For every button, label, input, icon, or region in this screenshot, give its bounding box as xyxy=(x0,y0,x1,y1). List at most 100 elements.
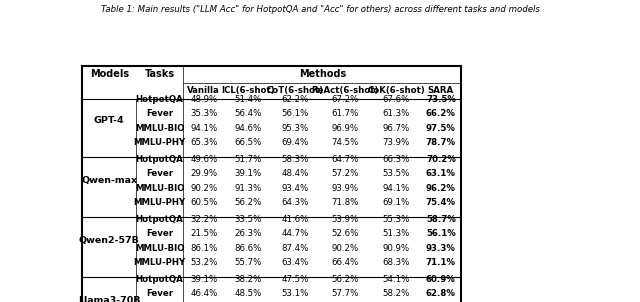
Text: 78.7%: 78.7% xyxy=(426,138,456,147)
Text: 94.1%: 94.1% xyxy=(383,184,410,193)
Text: 48.5%: 48.5% xyxy=(234,289,262,298)
Text: MMLU-PHY: MMLU-PHY xyxy=(134,258,186,267)
Text: 93.4%: 93.4% xyxy=(282,184,309,193)
Text: 94.6%: 94.6% xyxy=(234,124,262,133)
Text: 96.7%: 96.7% xyxy=(383,124,410,133)
Text: 58.7%: 58.7% xyxy=(426,215,456,224)
Text: 56.4%: 56.4% xyxy=(234,109,262,118)
Text: 53.9%: 53.9% xyxy=(332,215,359,224)
Text: 57.2%: 57.2% xyxy=(332,169,359,178)
Text: 53.2%: 53.2% xyxy=(190,258,218,267)
Text: Fever: Fever xyxy=(146,169,173,178)
Text: 39.1%: 39.1% xyxy=(234,169,262,178)
Text: 62.8%: 62.8% xyxy=(426,289,456,298)
Text: SARA: SARA xyxy=(428,86,454,95)
Text: HotpotQA: HotpotQA xyxy=(136,155,184,164)
Text: 97.5%: 97.5% xyxy=(426,124,456,133)
Text: 49.6%: 49.6% xyxy=(190,155,218,164)
Text: 67.2%: 67.2% xyxy=(332,95,359,104)
Text: 63.1%: 63.1% xyxy=(426,169,456,178)
Text: 65.3%: 65.3% xyxy=(190,138,218,147)
Text: GPT-4: GPT-4 xyxy=(94,116,125,125)
Text: 90.9%: 90.9% xyxy=(383,244,410,252)
Text: 56.1%: 56.1% xyxy=(282,109,309,118)
Text: 64.7%: 64.7% xyxy=(332,155,359,164)
Text: 95.3%: 95.3% xyxy=(282,124,309,133)
Text: ReAct(6-shot): ReAct(6-shot) xyxy=(312,86,379,95)
Text: Models: Models xyxy=(90,69,129,79)
Text: 51.3%: 51.3% xyxy=(383,229,410,238)
Text: 56.2%: 56.2% xyxy=(234,198,262,207)
Text: 69.4%: 69.4% xyxy=(282,138,309,147)
Text: 68.3%: 68.3% xyxy=(383,258,410,267)
Text: 66.4%: 66.4% xyxy=(332,258,359,267)
Text: 67.6%: 67.6% xyxy=(383,95,410,104)
Text: 21.5%: 21.5% xyxy=(190,229,218,238)
Text: 41.6%: 41.6% xyxy=(282,215,309,224)
Text: 66.2%: 66.2% xyxy=(426,109,456,118)
Text: 96.9%: 96.9% xyxy=(332,124,359,133)
Text: Fever: Fever xyxy=(146,109,173,118)
Text: 61.7%: 61.7% xyxy=(332,109,359,118)
Text: 64.3%: 64.3% xyxy=(282,198,309,207)
Text: 57.7%: 57.7% xyxy=(332,289,359,298)
Text: Table 1: Main results ("LLM Acc" for HotpotQA and "Acc" for others) across diffe: Table 1: Main results ("LLM Acc" for Hot… xyxy=(100,5,540,14)
Text: Qwen2-57B: Qwen2-57B xyxy=(79,236,140,246)
Text: 46.4%: 46.4% xyxy=(190,289,218,298)
Text: 32.2%: 32.2% xyxy=(190,215,218,224)
Text: 62.2%: 62.2% xyxy=(282,95,309,104)
Text: 55.7%: 55.7% xyxy=(234,258,262,267)
Text: 73.5%: 73.5% xyxy=(426,95,456,104)
Text: 66.5%: 66.5% xyxy=(234,138,262,147)
Text: 91.3%: 91.3% xyxy=(234,184,262,193)
Text: 70.2%: 70.2% xyxy=(426,155,456,164)
Text: ICL(6-shot): ICL(6-shot) xyxy=(221,86,275,95)
Text: 48.4%: 48.4% xyxy=(282,169,309,178)
Text: MMLU-PHY: MMLU-PHY xyxy=(134,138,186,147)
Text: 38.2%: 38.2% xyxy=(234,275,262,284)
Text: 96.2%: 96.2% xyxy=(426,184,456,193)
Text: 53.1%: 53.1% xyxy=(282,289,309,298)
Text: 44.7%: 44.7% xyxy=(282,229,309,238)
Text: 61.3%: 61.3% xyxy=(383,109,410,118)
Text: 73.9%: 73.9% xyxy=(383,138,410,147)
Text: 75.4%: 75.4% xyxy=(426,198,456,207)
Text: 39.1%: 39.1% xyxy=(190,275,218,284)
Text: 74.5%: 74.5% xyxy=(332,138,359,147)
Text: MMLU-BIO: MMLU-BIO xyxy=(135,124,184,133)
Text: 53.5%: 53.5% xyxy=(383,169,410,178)
Text: 86.1%: 86.1% xyxy=(190,244,218,252)
Text: MMLU-BIO: MMLU-BIO xyxy=(135,244,184,252)
Text: Qwen-max: Qwen-max xyxy=(81,176,138,185)
Text: 71.1%: 71.1% xyxy=(426,258,456,267)
Text: Llama3-70B: Llama3-70B xyxy=(78,296,140,302)
Text: 58.2%: 58.2% xyxy=(383,289,410,298)
Text: 29.9%: 29.9% xyxy=(190,169,218,178)
Text: 35.3%: 35.3% xyxy=(190,109,218,118)
Text: 26.3%: 26.3% xyxy=(234,229,262,238)
Text: HotpotQA: HotpotQA xyxy=(136,215,184,224)
Text: 63.4%: 63.4% xyxy=(282,258,309,267)
Text: Fever: Fever xyxy=(146,229,173,238)
Text: 52.6%: 52.6% xyxy=(332,229,359,238)
Text: 90.2%: 90.2% xyxy=(190,184,218,193)
Text: 56.1%: 56.1% xyxy=(426,229,456,238)
Text: 93.9%: 93.9% xyxy=(332,184,359,193)
Text: CoT(6-shot): CoT(6-shot) xyxy=(267,86,324,95)
Text: 33.5%: 33.5% xyxy=(234,215,262,224)
Text: MMLU-BIO: MMLU-BIO xyxy=(135,184,184,193)
Text: HotpotQA: HotpotQA xyxy=(136,95,184,104)
Text: Tasks: Tasks xyxy=(145,69,175,79)
Text: 66.3%: 66.3% xyxy=(383,155,410,164)
Text: Vanilla: Vanilla xyxy=(188,86,220,95)
Text: CoK(6-shot): CoK(6-shot) xyxy=(367,86,425,95)
Text: 87.4%: 87.4% xyxy=(282,244,309,252)
Text: 47.5%: 47.5% xyxy=(282,275,309,284)
Text: 86.6%: 86.6% xyxy=(234,244,262,252)
Text: 60.9%: 60.9% xyxy=(426,275,456,284)
Text: 54.1%: 54.1% xyxy=(383,275,410,284)
Text: 48.9%: 48.9% xyxy=(190,95,218,104)
Text: Fever: Fever xyxy=(146,289,173,298)
Text: 69.1%: 69.1% xyxy=(383,198,410,207)
Text: 51.4%: 51.4% xyxy=(234,95,262,104)
